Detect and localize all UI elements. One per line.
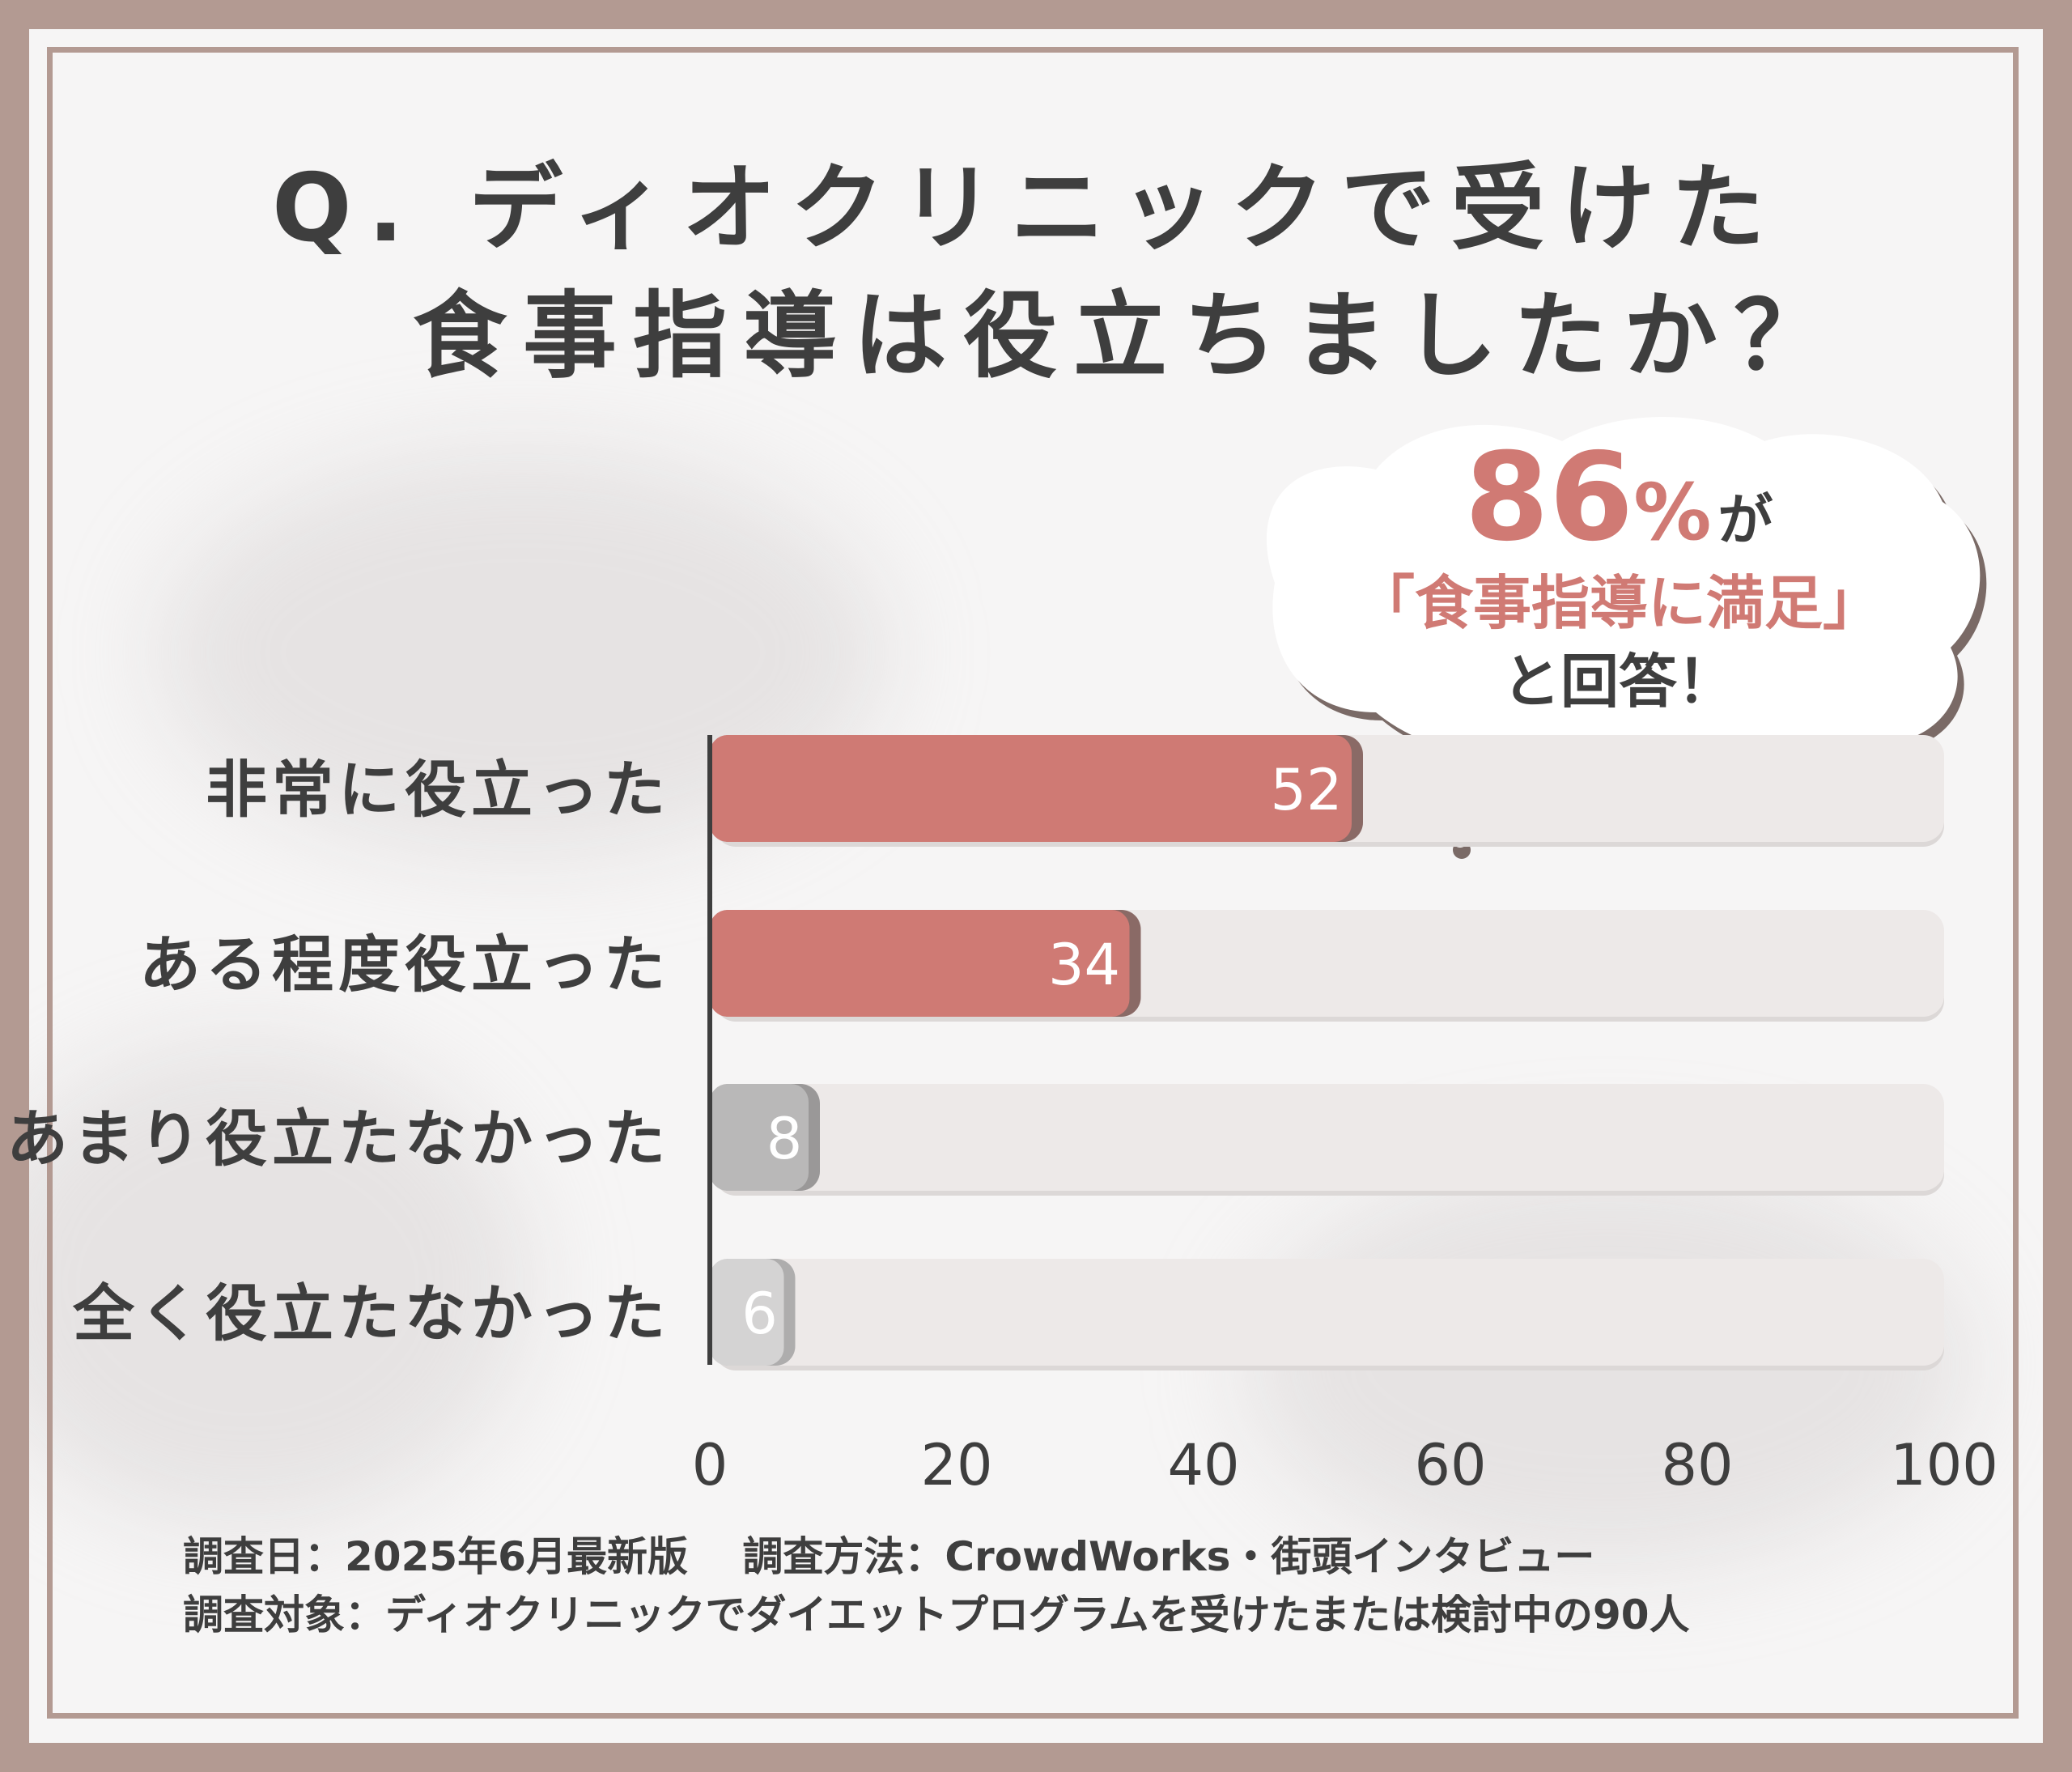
x-tick-label-100: 100 <box>1890 1432 1998 1498</box>
bar-2 <box>710 910 1130 1017</box>
bar-track <box>710 1259 1944 1366</box>
callout-percent-unit: % <box>1633 467 1712 558</box>
bar-4 <box>710 1259 784 1366</box>
bars <box>710 735 1363 1366</box>
question-title-line-2: 食事指導は役立ちましたか？ <box>413 282 1844 391</box>
value-label-3: 8 <box>766 1106 803 1172</box>
callout-headline: 86% が <box>1263 437 1975 559</box>
question-title-line-1: Q. ディオクリニックで受けた <box>272 154 1781 263</box>
value-label-2: 34 <box>1048 932 1120 998</box>
survey-footnote-date-method: 調査日：2025年6月最新版 調査方法：CrowdWorks・街頭インタビュー <box>183 1533 1595 1580</box>
callout-percent: 86 <box>1464 427 1634 568</box>
speech-bubble-body <box>1266 417 1981 784</box>
x-tick-label-0: 0 <box>692 1432 728 1498</box>
bar-3 <box>710 1084 809 1191</box>
bar-track <box>710 1084 1944 1191</box>
survey-footnote-target: 調査対象：ディオクリニックでダイエットプログラムを受けたまたは検討中の90人 <box>183 1591 1690 1638</box>
x-tick-label-40: 40 <box>1167 1432 1239 1498</box>
x-tick-label-60: 60 <box>1414 1432 1486 1498</box>
category-label-4: 全く役立たなかった <box>72 1277 670 1349</box>
x-axis-ticks: 0 20 40 60 80 100 <box>692 1432 1998 1498</box>
x-tick-label-80: 80 <box>1661 1432 1733 1498</box>
value-label-4: 6 <box>741 1281 778 1347</box>
category-label-1: 非常に役立った <box>206 754 670 826</box>
category-label-2: ある程度役立った <box>139 928 670 1001</box>
callout-text: 86% が 「食事指導に満足」 と回答！ <box>1263 437 1975 714</box>
bar-1 <box>710 735 1352 842</box>
x-tick-label-20: 20 <box>920 1432 992 1498</box>
category-label-3: あまり役立たなかった <box>6 1103 670 1175</box>
value-label-1: 52 <box>1270 757 1342 823</box>
callout-answer: と回答！ <box>1501 648 1735 716</box>
callout-quote: 「食事指導に満足」 <box>1356 569 1881 637</box>
value-labels: 52 34 8 6 <box>741 757 1342 1347</box>
callout-suffix: が <box>1717 489 1773 553</box>
